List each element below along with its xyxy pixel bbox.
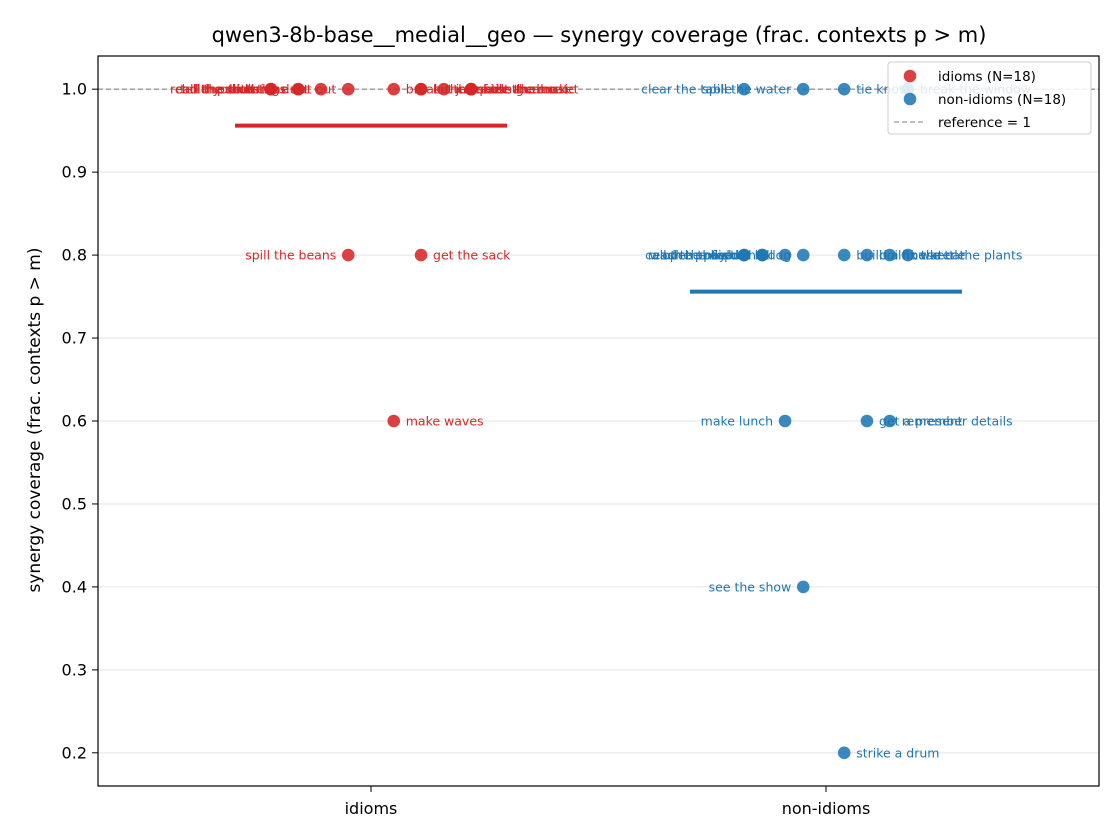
y-tick-label: 0.6 bbox=[62, 412, 87, 431]
data-point bbox=[756, 248, 769, 262]
point-label: feed the dog bbox=[712, 248, 792, 263]
point-label: wash the dishes bbox=[649, 248, 750, 263]
point-label: fix the car bbox=[902, 248, 966, 263]
data-point bbox=[414, 248, 428, 262]
point-label: spill the beans bbox=[245, 248, 336, 263]
point-label: read the room bbox=[170, 82, 259, 97]
point-label: make waves bbox=[406, 414, 484, 429]
point-label: get the sack bbox=[433, 248, 511, 263]
data-point bbox=[341, 248, 355, 262]
legend-marker bbox=[903, 69, 917, 83]
point-label: water the plants bbox=[920, 248, 1022, 263]
point-label: open the door bbox=[662, 248, 751, 263]
point-label: remember details bbox=[902, 414, 1013, 429]
y-tick-label: 0.4 bbox=[62, 577, 87, 596]
data-point bbox=[778, 414, 792, 428]
point-label: make lunch bbox=[701, 414, 773, 429]
data-point bbox=[264, 82, 278, 96]
data-point bbox=[883, 414, 896, 428]
point-label: miss the boat bbox=[483, 82, 568, 97]
data-point bbox=[796, 580, 810, 594]
point-label: bite the dust bbox=[229, 82, 309, 97]
x-axis: idioms non-idioms bbox=[345, 786, 871, 818]
data-point bbox=[901, 248, 915, 262]
point-label: kick the bucket bbox=[483, 82, 578, 97]
point-label: call the shots bbox=[175, 82, 258, 97]
point-label: cut corners bbox=[433, 82, 503, 97]
data-point bbox=[796, 82, 810, 96]
y-tick-label: 0.9 bbox=[62, 163, 87, 182]
point-label: tell the truth bbox=[180, 82, 259, 97]
mean-lines-group bbox=[235, 123, 962, 294]
data-point bbox=[837, 82, 851, 96]
data-point bbox=[837, 746, 851, 760]
x-tick-label: idioms bbox=[345, 799, 398, 818]
y-tick-label: 0.2 bbox=[62, 743, 87, 762]
y-tick-label: 0.5 bbox=[62, 494, 87, 513]
data-point bbox=[387, 414, 401, 428]
data-point bbox=[796, 248, 810, 262]
data-point bbox=[437, 82, 451, 96]
point-label: see the show bbox=[709, 579, 792, 594]
data-point bbox=[414, 82, 428, 96]
point-label: strike a drum bbox=[856, 745, 939, 760]
y-tick-label: 0.3 bbox=[62, 660, 87, 679]
legend-entry: non-idioms (N=18) bbox=[938, 92, 1066, 108]
y-tick-label: 1.0 bbox=[62, 80, 87, 99]
point-label: pull strings bbox=[217, 82, 286, 97]
point-label: break the ice bbox=[406, 82, 488, 97]
legend-box bbox=[887, 61, 1092, 135]
point-label: call the police bbox=[645, 248, 732, 263]
legend-marker bbox=[903, 92, 917, 106]
data-point bbox=[860, 414, 874, 428]
legend-entry: idioms (N=18) bbox=[938, 69, 1036, 85]
point-label: face the music bbox=[483, 82, 575, 97]
data-point bbox=[737, 248, 751, 262]
data-point bbox=[737, 82, 751, 96]
y-axis-label: synergy coverage (frac. contexts p > m) bbox=[25, 248, 45, 593]
data-point bbox=[387, 82, 401, 96]
point-label: build a house bbox=[856, 248, 940, 263]
point-label: clear the table bbox=[641, 82, 732, 97]
data-point bbox=[837, 248, 851, 262]
data-point bbox=[314, 82, 328, 96]
data-point bbox=[464, 82, 478, 96]
data-point bbox=[291, 82, 305, 96]
data-point bbox=[860, 248, 874, 262]
legend: idioms (N=18) non-idioms (N=18) reference … bbox=[887, 61, 1092, 135]
point-label: jump the gun bbox=[455, 82, 540, 97]
point-label: let the cat out bbox=[248, 82, 337, 97]
legend-entry: reference = 1 bbox=[938, 115, 1031, 131]
point-label: hold your horses bbox=[182, 82, 286, 97]
point-label: cost an arm bbox=[483, 82, 557, 97]
point-label: read the map bbox=[648, 248, 732, 263]
y-tick-label: 0.8 bbox=[62, 246, 87, 265]
point-label: hit the sack bbox=[433, 82, 507, 97]
data-point bbox=[778, 248, 792, 262]
data-point bbox=[883, 248, 896, 262]
y-tick-label: 0.7 bbox=[62, 329, 87, 348]
point-label: get a present bbox=[879, 414, 963, 429]
point-label: spill the water bbox=[702, 82, 792, 97]
data-point bbox=[341, 82, 355, 96]
point-label: pay the bill bbox=[703, 248, 773, 263]
y-axis: 0.2 0.3 0.4 0.5 0.6 0.7 0.8 0.9 1.0 bbox=[62, 80, 98, 762]
x-tick-label: non-idioms bbox=[782, 799, 871, 818]
chart-title: qwen3-8b-base__medial__geo — synergy cov… bbox=[212, 23, 987, 48]
point-label: boil the kettle bbox=[879, 248, 966, 263]
